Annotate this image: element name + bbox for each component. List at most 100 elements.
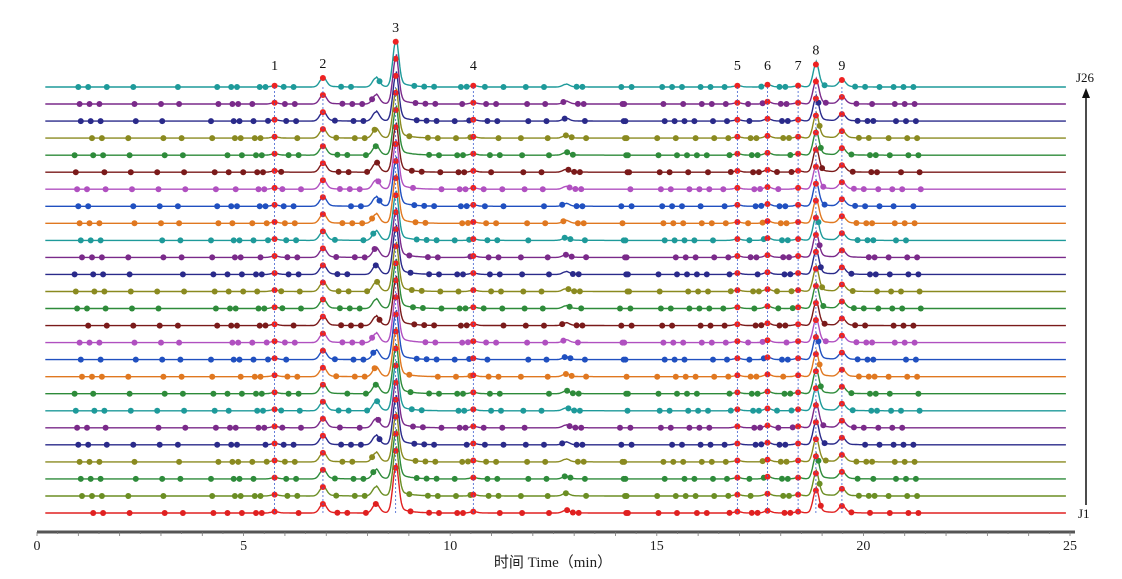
trace-marker — [177, 237, 184, 244]
trace-marker — [480, 186, 487, 193]
trace-marker — [129, 186, 135, 193]
x-tick-label: 5 — [240, 539, 247, 554]
trace-marker — [870, 475, 877, 482]
trace-marker — [407, 389, 414, 396]
trace-marker — [250, 237, 257, 244]
trace-marker — [517, 373, 524, 380]
trace-marker — [293, 118, 300, 125]
trace-marker — [434, 493, 441, 499]
trace-marker — [619, 220, 626, 227]
trace-marker — [546, 152, 552, 159]
trace-marker — [283, 237, 290, 244]
trace-marker — [657, 305, 664, 312]
trace-marker — [334, 151, 341, 158]
trace-marker — [874, 407, 880, 414]
trace-marker — [262, 441, 269, 448]
trace-marker — [238, 510, 245, 516]
trace-marker — [96, 220, 103, 227]
trace-marker — [454, 271, 461, 278]
peak-label-7: 7 — [795, 59, 802, 74]
trace-marker — [863, 458, 870, 465]
trace-marker — [572, 186, 579, 192]
trace-marker — [361, 373, 368, 380]
trace-line — [45, 446, 1066, 497]
trace-marker — [279, 305, 286, 312]
trace-marker — [155, 186, 162, 193]
trace-marker — [752, 441, 759, 448]
trace-marker — [867, 509, 873, 516]
trace-marker — [885, 373, 892, 380]
trace-J12 — [45, 275, 1066, 329]
trace-marker — [788, 169, 795, 175]
trace-marker — [914, 493, 921, 499]
trace-marker — [493, 339, 500, 346]
trace-marker — [103, 322, 110, 329]
trace-marker — [698, 458, 705, 465]
trace-marker — [745, 339, 752, 346]
trace-marker — [456, 424, 463, 431]
trace-marker — [493, 458, 500, 465]
trace-marker — [853, 458, 860, 465]
common-peak-marker — [734, 150, 741, 157]
trace-marker — [331, 356, 338, 363]
trace-marker — [562, 251, 569, 258]
trace-marker — [459, 101, 466, 107]
trace-marker — [488, 169, 495, 176]
trace-marker — [693, 390, 700, 397]
trace-marker — [72, 407, 79, 414]
trace-marker — [283, 356, 290, 363]
trace-marker — [917, 305, 924, 312]
trace-marker — [410, 423, 416, 430]
trace-marker — [419, 424, 426, 431]
trace-marker — [708, 101, 715, 107]
common-peak-marker — [838, 315, 845, 322]
trace-line — [45, 38, 1066, 88]
trace-marker — [875, 424, 882, 431]
trace-marker — [483, 220, 490, 227]
trace-marker — [485, 492, 492, 499]
trace-marker — [422, 100, 429, 107]
trace-marker — [251, 135, 258, 142]
trace-marker — [820, 303, 827, 309]
trace-marker — [362, 509, 369, 516]
trace-marker — [451, 475, 458, 482]
common-peak-marker — [319, 126, 326, 133]
trace-marker — [176, 101, 183, 107]
trace-marker — [130, 322, 137, 329]
trace-marker — [236, 356, 243, 363]
trace-marker — [816, 122, 823, 129]
trace-marker — [263, 339, 270, 346]
common-peak-marker — [812, 214, 819, 221]
trace-marker — [351, 254, 358, 261]
common-peak-marker — [838, 451, 845, 458]
trace-marker — [891, 339, 898, 346]
trace-marker — [915, 271, 922, 278]
trace-marker — [431, 203, 438, 210]
trace-marker — [179, 510, 186, 516]
trace-marker — [253, 152, 259, 159]
trace-marker — [622, 118, 629, 125]
trace-marker — [911, 458, 918, 465]
trace-marker — [126, 152, 133, 159]
trace-marker — [438, 186, 445, 193]
trace-marker — [667, 305, 674, 312]
trace-marker — [575, 271, 582, 278]
trace-marker — [618, 84, 625, 90]
trace-J11 — [45, 292, 1066, 346]
trace-marker — [695, 288, 702, 295]
trace-marker — [565, 286, 572, 293]
trace-marker — [875, 186, 882, 193]
trace-marker — [581, 237, 588, 244]
trace-marker — [626, 288, 633, 295]
trace-marker — [462, 424, 469, 431]
trace-line — [45, 378, 1066, 429]
trace-marker — [787, 390, 794, 397]
trace-marker — [779, 118, 785, 124]
trace-marker — [660, 220, 667, 227]
trace-marker — [251, 373, 258, 380]
trace-marker — [359, 220, 366, 227]
trace-marker — [372, 501, 379, 507]
common-peak-marker — [812, 351, 819, 358]
trace-marker — [101, 288, 108, 295]
common-peak-marker — [392, 107, 399, 113]
